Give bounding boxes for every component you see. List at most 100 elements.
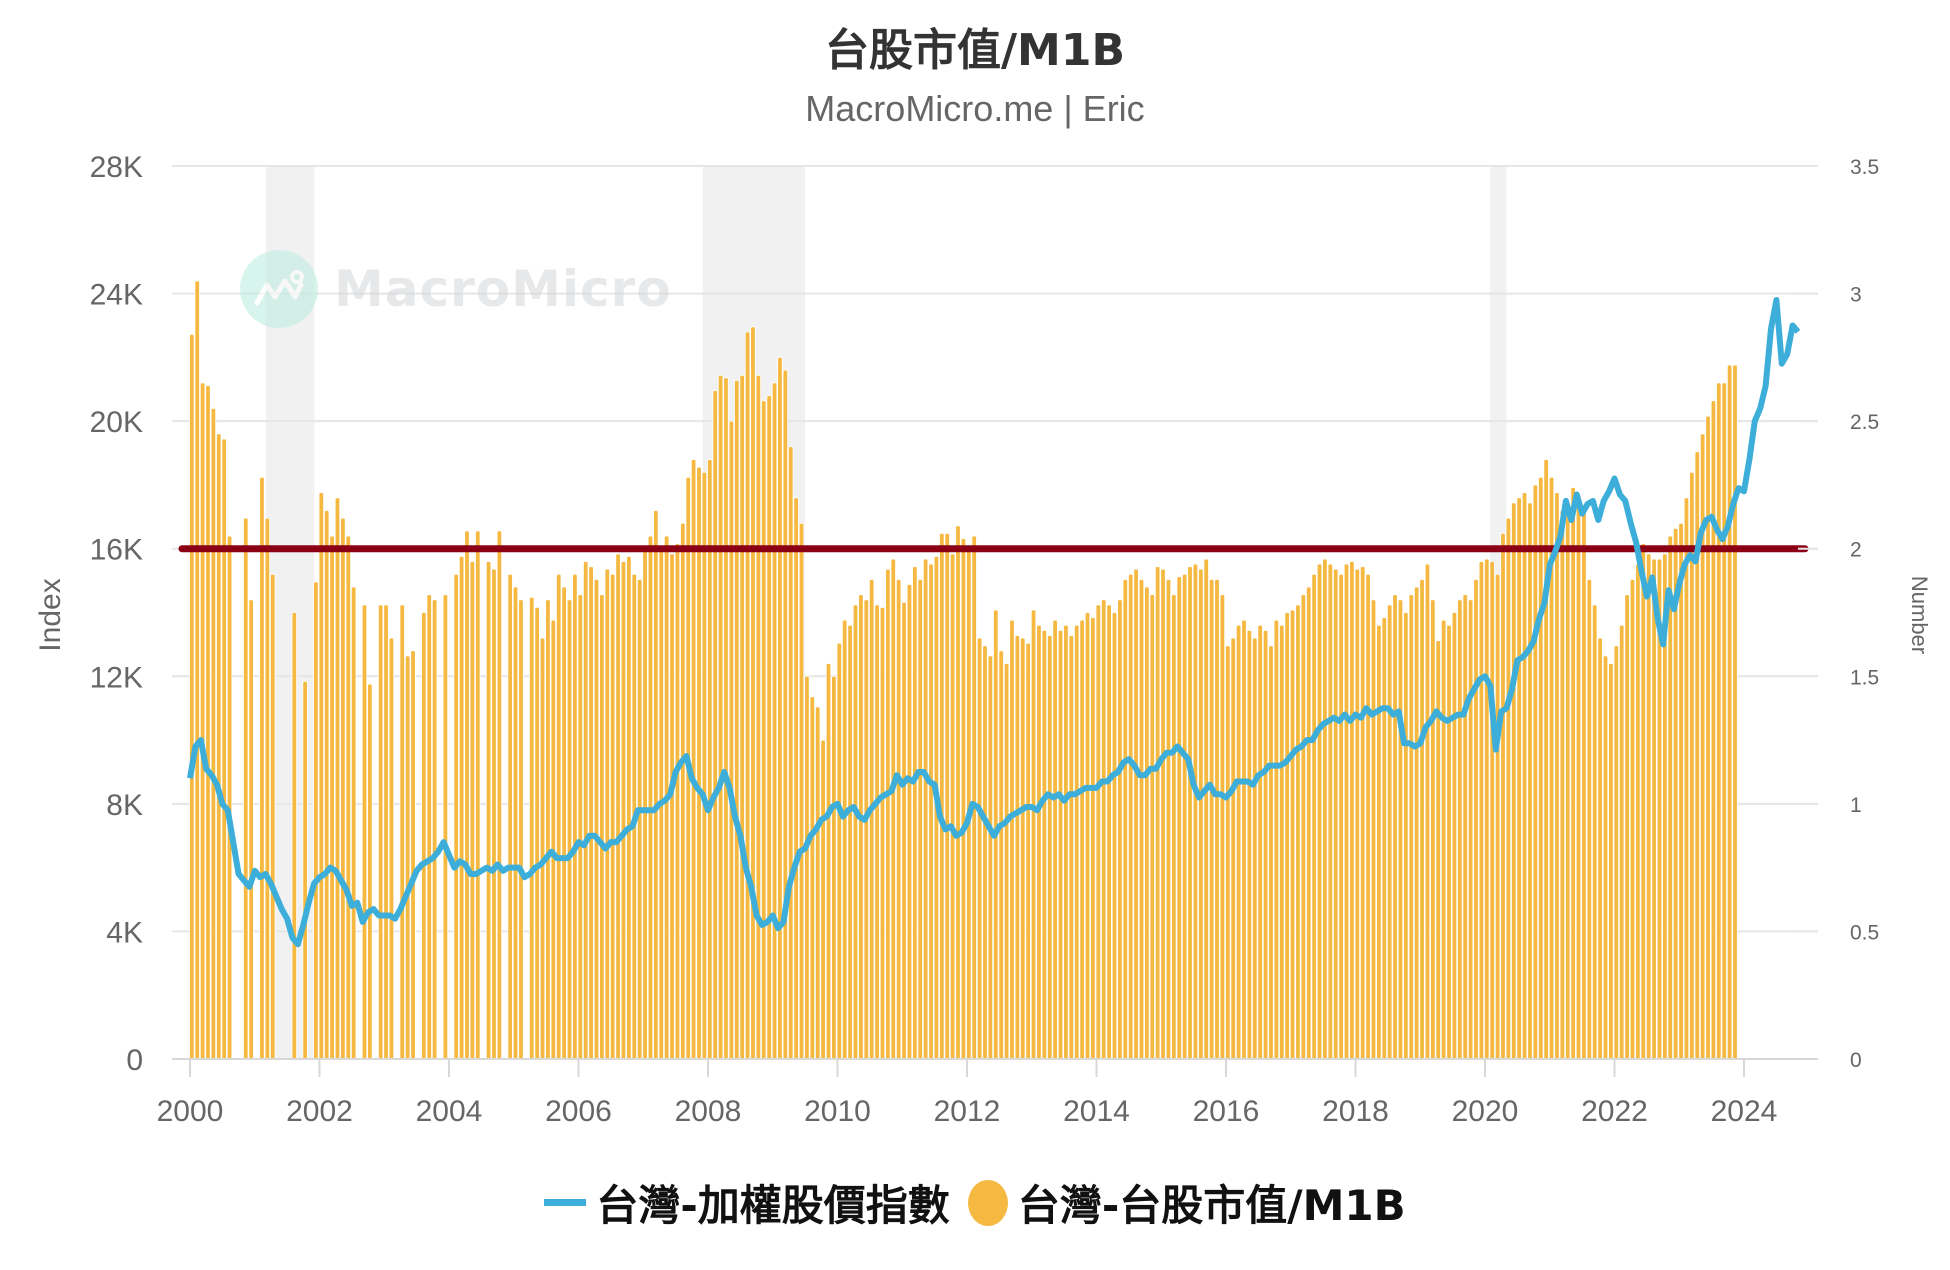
bar[interactable] xyxy=(1133,568,1139,1060)
bar[interactable] xyxy=(1214,578,1220,1060)
bar[interactable] xyxy=(841,619,848,1060)
bar[interactable] xyxy=(1095,604,1101,1060)
bar[interactable] xyxy=(1435,640,1441,1060)
bar[interactable] xyxy=(609,573,616,1060)
bar[interactable] xyxy=(1721,382,1727,1060)
bar[interactable] xyxy=(669,553,675,1060)
bar[interactable] xyxy=(793,497,799,1060)
bar[interactable] xyxy=(825,663,832,1060)
legend-item-market-cap-m1b[interactable]: 台灣-台股市值/M1B xyxy=(967,1172,1406,1233)
bar[interactable] xyxy=(1289,609,1296,1060)
bar[interactable] xyxy=(696,466,702,1060)
bar[interactable] xyxy=(1651,558,1657,1060)
bar[interactable] xyxy=(1090,617,1096,1060)
bar[interactable] xyxy=(1467,599,1474,1060)
bar[interactable] xyxy=(1138,578,1145,1060)
bar[interactable] xyxy=(550,619,557,1060)
bar[interactable] xyxy=(1343,563,1350,1060)
bar[interactable] xyxy=(1176,576,1182,1060)
bar[interactable] xyxy=(496,530,503,1060)
bar[interactable] xyxy=(1446,624,1452,1060)
bar[interactable] xyxy=(313,581,319,1060)
bar[interactable] xyxy=(1354,568,1360,1060)
bar[interactable] xyxy=(1036,624,1042,1060)
bar[interactable] xyxy=(1575,502,1582,1060)
bar[interactable] xyxy=(928,563,934,1060)
bar[interactable] xyxy=(874,604,880,1060)
bar[interactable] xyxy=(734,379,740,1060)
bar[interactable] xyxy=(1726,364,1733,1060)
bar[interactable] xyxy=(717,374,724,1060)
bar[interactable] xyxy=(1225,645,1231,1060)
bar[interactable] xyxy=(1381,617,1387,1060)
bar[interactable] xyxy=(1284,612,1290,1060)
bar[interactable] xyxy=(761,400,767,1060)
bar[interactable] xyxy=(1413,586,1420,1060)
bar[interactable] xyxy=(361,604,368,1060)
bar[interactable] xyxy=(1160,568,1166,1060)
bar[interactable] xyxy=(1230,637,1236,1060)
bar[interactable] xyxy=(755,374,762,1060)
bar[interactable] xyxy=(1144,586,1150,1060)
bar[interactable] xyxy=(944,533,950,1060)
bar[interactable] xyxy=(1338,573,1344,1060)
bar[interactable] xyxy=(1521,492,1528,1060)
bar[interactable] xyxy=(1608,663,1614,1060)
bar[interactable] xyxy=(1047,635,1053,1060)
bar[interactable] xyxy=(329,535,335,1060)
bar[interactable] xyxy=(561,586,567,1060)
bar[interactable] xyxy=(226,535,233,1060)
bar[interactable] xyxy=(1581,510,1587,1060)
bar[interactable] xyxy=(1618,624,1625,1060)
bar[interactable] xyxy=(885,568,891,1060)
bar[interactable] xyxy=(906,584,913,1060)
bar[interactable] xyxy=(383,604,389,1060)
bar[interactable] xyxy=(1117,599,1123,1060)
bar[interactable] xyxy=(1645,553,1652,1060)
bar[interactable] xyxy=(507,573,513,1060)
bar[interactable] xyxy=(442,594,449,1060)
bar[interactable] xyxy=(723,377,729,1060)
bar[interactable] xyxy=(1208,578,1215,1060)
chart-plot[interactable]: 2000 2002 2004 2006 2008 2010 2012 2014 2016 2018… xyxy=(0,0,1950,1160)
bar[interactable] xyxy=(248,599,254,1060)
bar[interactable] xyxy=(1570,487,1576,1060)
bar[interactable] xyxy=(1629,578,1636,1060)
bar[interactable] xyxy=(1538,476,1544,1060)
bar[interactable] xyxy=(852,604,859,1060)
bar[interactable] xyxy=(1003,663,1010,1060)
bar[interactable] xyxy=(1494,573,1501,1060)
bar[interactable] xyxy=(431,599,438,1060)
bar[interactable] xyxy=(577,594,583,1060)
bar[interactable] xyxy=(674,543,681,1060)
bar[interactable] xyxy=(1025,642,1031,1060)
bar[interactable] xyxy=(771,382,778,1060)
bar[interactable] xyxy=(744,331,751,1060)
bar[interactable] xyxy=(1106,604,1112,1060)
bar[interactable] xyxy=(1511,502,1517,1060)
bar[interactable] xyxy=(1257,624,1263,1060)
bar[interactable] xyxy=(647,535,654,1060)
bar[interactable] xyxy=(1122,578,1128,1060)
bar[interactable] xyxy=(1057,629,1064,1060)
bar[interactable] xyxy=(1565,502,1571,1060)
bar[interactable] xyxy=(199,382,206,1060)
bar[interactable] xyxy=(410,650,416,1060)
bar[interactable] xyxy=(777,356,783,1060)
bar[interactable] xyxy=(1273,619,1280,1060)
bar[interactable] xyxy=(960,538,967,1060)
bar[interactable] xyxy=(1111,612,1118,1060)
bar[interactable] xyxy=(987,655,994,1060)
bar[interactable] xyxy=(221,438,227,1060)
bar[interactable] xyxy=(788,446,794,1060)
bar[interactable] xyxy=(1484,558,1490,1060)
bar[interactable] xyxy=(820,739,826,1060)
bar[interactable] xyxy=(566,599,573,1060)
bar[interactable] xyxy=(998,650,1004,1060)
bar[interactable] xyxy=(1030,609,1037,1060)
bar[interactable] xyxy=(1516,497,1522,1060)
bar[interactable] xyxy=(976,637,983,1060)
bar[interactable] xyxy=(491,568,497,1060)
bar[interactable] xyxy=(599,594,605,1060)
bar[interactable] xyxy=(556,573,562,1060)
